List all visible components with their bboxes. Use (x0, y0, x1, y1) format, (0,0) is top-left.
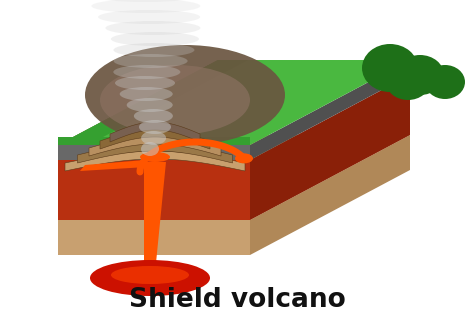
Ellipse shape (111, 32, 199, 46)
Ellipse shape (87, 0, 203, 2)
Polygon shape (58, 160, 250, 220)
Ellipse shape (91, 0, 201, 13)
Ellipse shape (386, 64, 430, 100)
Ellipse shape (141, 131, 166, 145)
Polygon shape (110, 122, 200, 142)
Polygon shape (58, 145, 250, 160)
Ellipse shape (115, 76, 175, 90)
Polygon shape (144, 162, 166, 263)
Ellipse shape (235, 153, 253, 163)
Polygon shape (58, 60, 248, 145)
Ellipse shape (141, 142, 159, 156)
Ellipse shape (100, 65, 250, 135)
Ellipse shape (396, 55, 444, 95)
Polygon shape (250, 60, 410, 160)
Polygon shape (250, 135, 410, 255)
Polygon shape (78, 143, 233, 163)
Polygon shape (100, 129, 210, 149)
Ellipse shape (90, 260, 210, 296)
Ellipse shape (425, 65, 465, 99)
Ellipse shape (134, 109, 173, 123)
Polygon shape (250, 75, 410, 220)
Ellipse shape (362, 44, 418, 92)
Ellipse shape (98, 10, 200, 24)
Polygon shape (58, 135, 410, 220)
Ellipse shape (139, 120, 171, 134)
Polygon shape (65, 151, 245, 171)
Ellipse shape (105, 21, 201, 35)
Ellipse shape (140, 152, 170, 162)
Polygon shape (58, 60, 410, 145)
Ellipse shape (111, 266, 189, 284)
Ellipse shape (120, 87, 173, 101)
Polygon shape (80, 160, 147, 171)
Polygon shape (58, 137, 250, 145)
Polygon shape (58, 60, 218, 255)
Polygon shape (89, 136, 221, 156)
Text: Shield volcano: Shield volcano (128, 287, 346, 313)
Ellipse shape (113, 43, 194, 57)
Ellipse shape (113, 65, 180, 79)
Ellipse shape (114, 54, 188, 68)
Polygon shape (58, 220, 250, 255)
Ellipse shape (85, 45, 285, 145)
Ellipse shape (127, 98, 173, 112)
